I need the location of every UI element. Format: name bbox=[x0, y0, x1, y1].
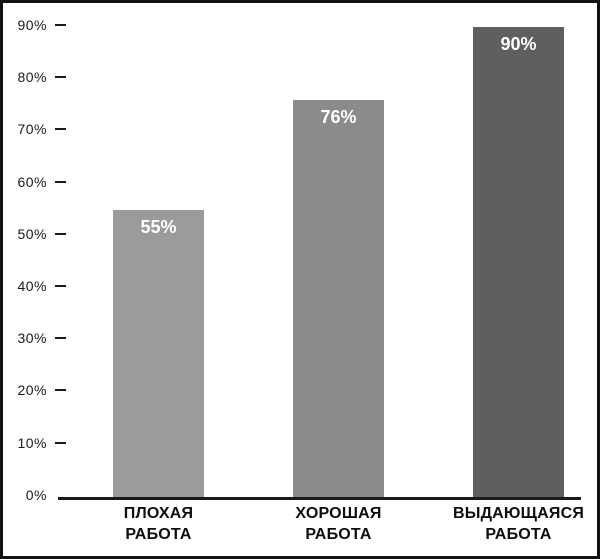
bar-horoshaya-rabota: 76% bbox=[293, 100, 384, 497]
bar-category-label: ВЫДАЮЩАЯСЯ РАБОТА bbox=[428, 503, 597, 545]
tick-dash-mark bbox=[55, 24, 66, 26]
y-axis-tick-label: 0% bbox=[25, 486, 47, 503]
category-label-line2: РАБОТА bbox=[305, 526, 372, 543]
y-axis-tick-label: 70% bbox=[17, 121, 47, 138]
y-axis-tick: 70% bbox=[3, 120, 66, 138]
tick-dash-mark bbox=[55, 128, 66, 131]
tick-dash-mark bbox=[55, 76, 66, 79]
bar-plohaya-rabota: 55% bbox=[113, 210, 204, 497]
tick-dash-mark bbox=[55, 285, 66, 287]
bar-category-label: ХОРОШАЯ РАБОТА bbox=[248, 503, 429, 545]
bar-value-label: 55% bbox=[140, 217, 177, 237]
bar-value-label: 76% bbox=[320, 107, 357, 127]
y-axis-tick: 10% bbox=[3, 434, 66, 452]
y-axis-tick-label: 10% bbox=[17, 434, 47, 451]
y-axis-tick: 80% bbox=[3, 68, 66, 86]
y-axis-tick-label: 20% bbox=[17, 382, 47, 399]
y-axis-tick-label: 40% bbox=[17, 278, 47, 294]
category-label-line2: РАБОТА bbox=[485, 526, 552, 543]
y-axis-tick: 0% bbox=[3, 486, 47, 504]
category-label-line1: ХОРОШАЯ bbox=[295, 505, 382, 522]
y-axis-tick-label: 80% bbox=[17, 69, 47, 86]
y-axis-tick-label: 30% bbox=[17, 330, 47, 347]
y-axis-tick: 30% bbox=[3, 329, 66, 347]
y-axis-tick-label: 50% bbox=[17, 225, 47, 242]
y-axis-tick: 60% bbox=[3, 173, 66, 191]
tick-dash-mark bbox=[55, 389, 66, 392]
category-label-line1: ВЫДАЮЩАЯСЯ bbox=[452, 505, 585, 522]
y-axis-tick: 50% bbox=[3, 225, 66, 243]
tick-dash-mark bbox=[55, 232, 66, 235]
bar-vydayushchayasya-rabota: 90% bbox=[473, 27, 564, 497]
y-axis-tick: 40% bbox=[3, 277, 66, 295]
bar-value-label: 90% bbox=[500, 34, 537, 54]
x-axis-line bbox=[58, 497, 581, 500]
tick-dash-mark bbox=[55, 337, 66, 340]
y-axis-tick: 20% bbox=[3, 381, 66, 399]
tick-dash-mark bbox=[55, 180, 66, 183]
category-label-line2: РАБОТА bbox=[125, 526, 192, 543]
y-axis-tick-label: 90% bbox=[17, 17, 47, 33]
bar-category-label: ПЛОХАЯ РАБОТА bbox=[68, 503, 249, 545]
y-axis-tick: 90% bbox=[3, 16, 66, 34]
y-axis-tick-label: 60% bbox=[17, 173, 47, 190]
tick-dash-mark bbox=[55, 441, 66, 444]
category-label-line1: ПЛОХАЯ bbox=[123, 505, 194, 522]
